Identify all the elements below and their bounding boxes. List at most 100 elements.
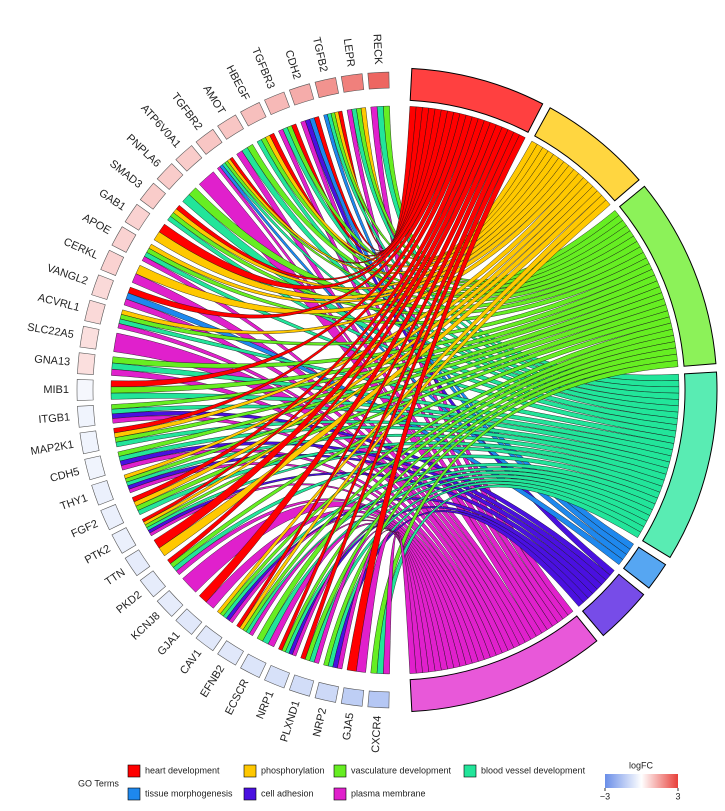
legend-label: cell adhesion xyxy=(261,788,314,798)
gene-box xyxy=(367,690,390,709)
legend-swatch xyxy=(333,787,347,801)
gene-label: ITGB1 xyxy=(38,411,71,426)
gene-box xyxy=(84,455,106,481)
gene-box xyxy=(79,325,100,350)
gene-label: APOE xyxy=(80,212,113,237)
legend-label: heart development xyxy=(145,765,220,775)
legend-label: tissue morphogenesis xyxy=(145,788,233,798)
gene-label: TGFB2 xyxy=(310,36,329,73)
gene-box xyxy=(79,430,100,455)
gene-box xyxy=(124,549,151,577)
legend-title: GO Terms xyxy=(78,778,119,788)
gene-box xyxy=(217,114,244,140)
legend-swatch xyxy=(333,764,347,778)
legend-swatch xyxy=(127,787,141,801)
colorbar-title: logFC xyxy=(629,760,654,770)
gene-box xyxy=(340,73,365,93)
term-arc xyxy=(581,573,645,637)
gene-label: MIB1 xyxy=(43,384,69,396)
chords xyxy=(110,105,680,675)
gene-box xyxy=(314,681,339,703)
gene-label: THY1 xyxy=(59,492,90,513)
gene-label: LEPR xyxy=(341,38,357,68)
gene-box xyxy=(264,91,290,116)
legend-label: plasma membrane xyxy=(351,788,426,798)
gene-label: PTK2 xyxy=(83,543,113,567)
gene-box xyxy=(91,480,114,506)
gene-box xyxy=(100,504,125,531)
gene-box xyxy=(77,405,96,428)
gene-label: FGF2 xyxy=(69,518,100,540)
gene-box xyxy=(84,299,106,325)
gene-box xyxy=(111,226,137,253)
colorbar xyxy=(605,774,678,788)
gene-box xyxy=(139,182,167,210)
term-arc xyxy=(642,371,718,559)
term-arc xyxy=(409,67,544,133)
gene-box xyxy=(314,77,339,99)
gene-label: PLXND1 xyxy=(278,699,302,743)
gene-box xyxy=(156,590,184,617)
gene-label: EFNB2 xyxy=(198,663,227,699)
gene-box xyxy=(156,163,184,190)
gene-label: PKD2 xyxy=(114,589,144,616)
legend-swatch xyxy=(127,764,141,778)
legend-swatch xyxy=(243,764,257,778)
gene-box xyxy=(195,128,223,155)
gene-label: PNPLA6 xyxy=(124,132,163,170)
legend: GO Terms logFC heart development phosphor… xyxy=(78,760,681,801)
gene-box xyxy=(77,352,96,375)
chord xyxy=(383,531,417,675)
gene-label: ECSCR xyxy=(223,677,251,717)
gene-box xyxy=(100,249,125,276)
gene-box xyxy=(195,625,223,652)
gene-label: CAV1 xyxy=(178,647,204,677)
legend-label: phosphorylation xyxy=(261,765,325,775)
gene-label: HBEGF xyxy=(224,63,252,102)
gene-box xyxy=(175,608,203,635)
gene-label: TTN xyxy=(103,566,127,588)
chord xyxy=(239,199,611,631)
gene-label: CDH2 xyxy=(282,49,302,81)
legend-swatch xyxy=(243,787,257,801)
gene-label: CERKL xyxy=(62,236,100,262)
legend-swatch xyxy=(463,764,477,778)
gene-box xyxy=(367,71,390,90)
gene-box xyxy=(240,102,267,127)
gene-box xyxy=(124,203,151,231)
gene-box xyxy=(264,664,290,689)
gene-label: CXCR4 xyxy=(370,715,384,753)
gene-label: NRP1 xyxy=(254,689,276,721)
gene-box xyxy=(340,687,365,707)
term-arc xyxy=(622,546,667,589)
gene-label: TGFBR2 xyxy=(169,91,205,133)
colorbar-tick-label: 3 xyxy=(675,791,680,801)
gene-label: VANGL2 xyxy=(45,262,89,287)
legend-label: vasculature development xyxy=(351,765,452,775)
gene-label: AMOT xyxy=(200,83,227,117)
gene-label: SLC22A5 xyxy=(26,321,74,341)
gene-box xyxy=(288,674,315,697)
gene-box xyxy=(91,274,114,300)
gene-label: RECK xyxy=(370,34,384,66)
term-arc xyxy=(534,107,640,202)
gene-box xyxy=(288,83,315,106)
gene-label: GAB1 xyxy=(97,187,128,213)
gene-label: ACVRL1 xyxy=(36,292,80,314)
gene-box xyxy=(139,570,167,598)
gene-box xyxy=(240,653,267,678)
gene-box xyxy=(111,527,137,554)
legend-label: blood vessel development xyxy=(481,765,586,775)
gene-label: NRP2 xyxy=(311,707,329,738)
colorbar-tick-label: −3 xyxy=(600,791,610,801)
gene-label: SMAD3 xyxy=(107,158,144,191)
gene-label: TGFBR3 xyxy=(249,46,277,91)
gene-label: GJA1 xyxy=(155,629,182,658)
gene-label: MAP2K1 xyxy=(30,439,75,458)
gene-label: GJA5 xyxy=(341,712,357,741)
gene-box xyxy=(76,379,94,401)
gene-label: KCNJ8 xyxy=(129,610,163,643)
term-arc xyxy=(409,615,598,713)
term-arc xyxy=(618,185,717,367)
